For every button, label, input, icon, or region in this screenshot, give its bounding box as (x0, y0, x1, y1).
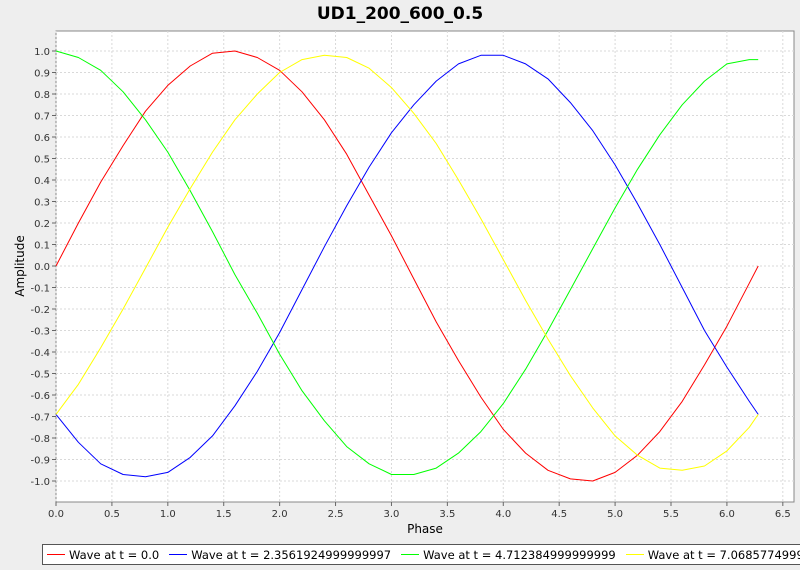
x-tick-label: 3.5 (439, 509, 455, 520)
y-tick-label: -0.9 (30, 456, 50, 467)
x-tick-label: 5.0 (607, 509, 623, 520)
y-tick-label: -0.6 (30, 391, 50, 402)
y-tick-label: -0.3 (30, 327, 50, 338)
legend-label: Wave at t = 0.0 (69, 547, 160, 562)
x-axis-ticks: 0.0 0.5 1.0 1.5 2.0 2.5 3.0 3.5 4.0 4.5 5.0 5.5 6.0 6… (48, 502, 791, 520)
y-tick-label: -0.2 (30, 305, 50, 316)
x-tick-label: 6.0 (719, 509, 735, 520)
y-tick-label: 0.7 (34, 112, 50, 123)
series-line-1 (55, 54, 759, 478)
chart-title: UD1_200_600_0.5 (316, 4, 484, 24)
legend-item-0: Wave at t = 0.0 (45, 548, 159, 562)
x-tick-label: 4.5 (551, 509, 567, 520)
x-tick-label: 1.0 (160, 509, 176, 520)
y-tick-label: 0.9 (34, 69, 50, 80)
legend-swatch (47, 554, 65, 555)
y-tick-label: -0.1 (30, 284, 50, 295)
legend-swatch (401, 554, 420, 555)
y-tick-label: 0.4 (34, 176, 50, 187)
legend-swatch (625, 554, 644, 555)
x-tick-label: 0.5 (104, 509, 120, 520)
y-tick-label: -1.0 (30, 477, 50, 488)
legend: Wave at t = 0.0 Wave at t = 2.35619249999… (42, 544, 800, 565)
x-tick-label: 4.0 (495, 509, 511, 520)
x-axis-label: Phase (407, 522, 443, 536)
y-tick-label: -0.7 (30, 413, 50, 424)
series-line-2 (55, 50, 759, 475)
legend-label: Wave at t = 7.068577499999999 (647, 547, 800, 562)
legend-item-2: Wave at t = 4.712384999999999 (399, 548, 616, 562)
legend-label: Wave at t = 2.3561924999999997 (191, 547, 392, 562)
y-tick-label: -0.5 (30, 370, 50, 381)
grid-lines (55, 31, 794, 502)
x-tick-label: 1.5 (216, 509, 232, 520)
x-tick-label: 2.5 (328, 509, 344, 520)
legend-item-1: Wave at t = 2.3561924999999997 (167, 548, 391, 562)
legend-label: Wave at t = 4.712384999999999 (423, 547, 616, 562)
series-line-0 (55, 50, 759, 482)
x-tick-label: 6.5 (775, 509, 791, 520)
y-tick-label: 0.2 (34, 219, 50, 230)
y-axis-ticks: 1.0 0.9 0.8 0.7 0.6 0.5 0.4 0.3 0.2 0.1 0.0 -0.1 -0.… (30, 47, 56, 488)
y-axis-label: Amplitude (13, 235, 27, 297)
series-line-3 (55, 54, 759, 471)
y-tick-label: 0.8 (34, 90, 50, 101)
y-tick-label: -0.4 (30, 348, 50, 359)
series-lines (55, 50, 759, 482)
y-tick-label: 0.1 (34, 241, 50, 252)
x-tick-label: 0.0 (48, 509, 64, 520)
x-tick-label: 3.0 (384, 509, 400, 520)
legend-item-3: Wave at t = 7.068577499999999 (624, 548, 800, 562)
y-tick-label: 0.6 (34, 133, 50, 144)
legend-swatch (169, 554, 188, 555)
y-tick-label: 0.0 (34, 262, 50, 273)
y-tick-label: -0.8 (30, 434, 50, 445)
y-tick-label: 0.5 (34, 155, 50, 166)
x-tick-label: 5.5 (663, 509, 679, 520)
x-tick-label: 2.0 (272, 509, 288, 520)
y-tick-label: 0.3 (34, 198, 50, 209)
y-tick-label: 1.0 (34, 47, 50, 58)
